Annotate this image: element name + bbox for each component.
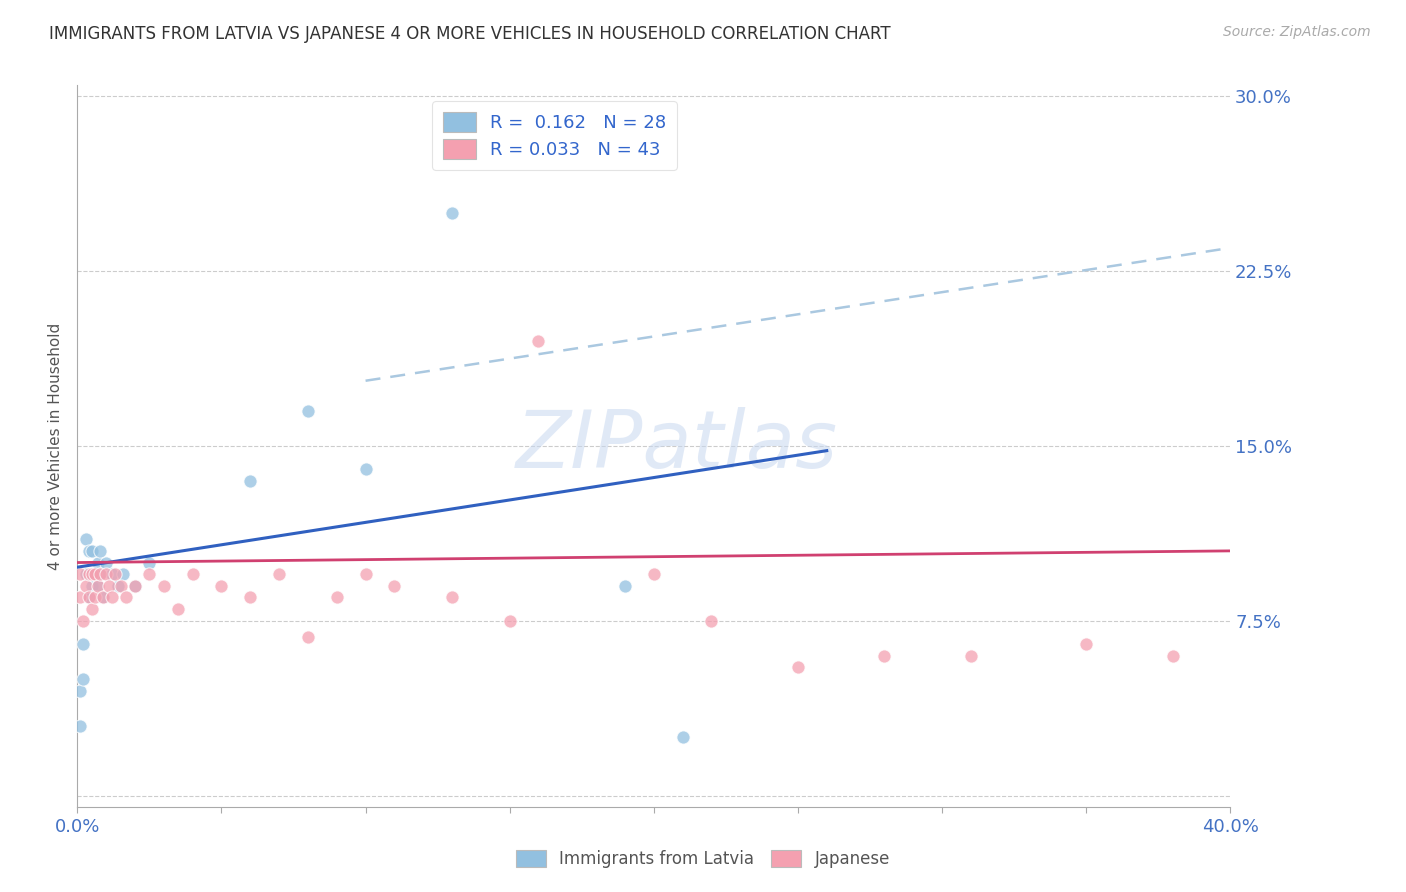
- Point: [325, 591, 349, 605]
- Point: [69, 567, 91, 582]
- Point: [672, 731, 695, 745]
- Point: [96, 567, 118, 582]
- Point: [69, 683, 91, 698]
- Point: [91, 591, 114, 605]
- Point: [86, 579, 108, 593]
- Legend: Immigrants from Latvia, Japanese: Immigrants from Latvia, Japanese: [509, 843, 897, 875]
- Point: [89, 544, 111, 558]
- Point: [96, 556, 118, 570]
- Point: [960, 648, 983, 663]
- Point: [267, 567, 291, 582]
- Point: [354, 567, 377, 582]
- Point: [124, 579, 146, 593]
- Point: [239, 591, 262, 605]
- Point: [72, 614, 94, 628]
- Point: [77, 567, 100, 582]
- Point: [153, 579, 174, 593]
- Point: [83, 567, 105, 582]
- Point: [80, 579, 103, 593]
- Point: [1076, 637, 1098, 651]
- Point: [787, 660, 810, 674]
- Point: [80, 567, 103, 582]
- Point: [86, 556, 108, 570]
- Point: [382, 579, 406, 593]
- Point: [77, 591, 100, 605]
- Y-axis label: 4 or more Vehicles in Household: 4 or more Vehicles in Household: [48, 322, 63, 570]
- Point: [75, 567, 97, 582]
- Point: [441, 206, 464, 220]
- Point: [700, 614, 723, 628]
- Point: [77, 544, 100, 558]
- Point: [239, 474, 262, 488]
- Point: [80, 544, 103, 558]
- Point: [91, 591, 114, 605]
- Point: [499, 614, 522, 628]
- Point: [297, 630, 319, 644]
- Point: [83, 567, 105, 582]
- Point: [104, 567, 127, 582]
- Point: [112, 567, 135, 582]
- Text: Source: ZipAtlas.com: Source: ZipAtlas.com: [1223, 25, 1371, 39]
- Point: [873, 648, 896, 663]
- Point: [441, 591, 464, 605]
- Point: [101, 567, 124, 582]
- Point: [614, 579, 637, 593]
- Point: [86, 579, 108, 593]
- Point: [115, 591, 138, 605]
- Point: [297, 404, 319, 418]
- Point: [89, 567, 111, 582]
- Point: [98, 579, 121, 593]
- Point: [69, 719, 91, 733]
- Point: [211, 579, 233, 593]
- Point: [138, 556, 160, 570]
- Point: [72, 637, 94, 651]
- Point: [83, 591, 105, 605]
- Point: [354, 462, 377, 476]
- Text: ZIPatlas: ZIPatlas: [516, 407, 838, 485]
- Point: [138, 567, 160, 582]
- Point: [527, 334, 550, 348]
- Point: [1161, 648, 1184, 663]
- Point: [89, 567, 111, 582]
- Point: [101, 591, 124, 605]
- Point: [80, 602, 103, 616]
- Point: [69, 591, 91, 605]
- Point: [77, 591, 100, 605]
- Point: [72, 672, 94, 686]
- Legend: R =  0.162   N = 28, R = 0.033   N = 43: R = 0.162 N = 28, R = 0.033 N = 43: [432, 101, 676, 169]
- Point: [107, 579, 129, 593]
- Point: [75, 579, 97, 593]
- Point: [643, 567, 665, 582]
- Point: [110, 579, 132, 593]
- Point: [167, 602, 190, 616]
- Point: [124, 579, 146, 593]
- Text: IMMIGRANTS FROM LATVIA VS JAPANESE 4 OR MORE VEHICLES IN HOUSEHOLD CORRELATION C: IMMIGRANTS FROM LATVIA VS JAPANESE 4 OR …: [49, 25, 891, 43]
- Point: [181, 567, 204, 582]
- Point: [75, 533, 97, 547]
